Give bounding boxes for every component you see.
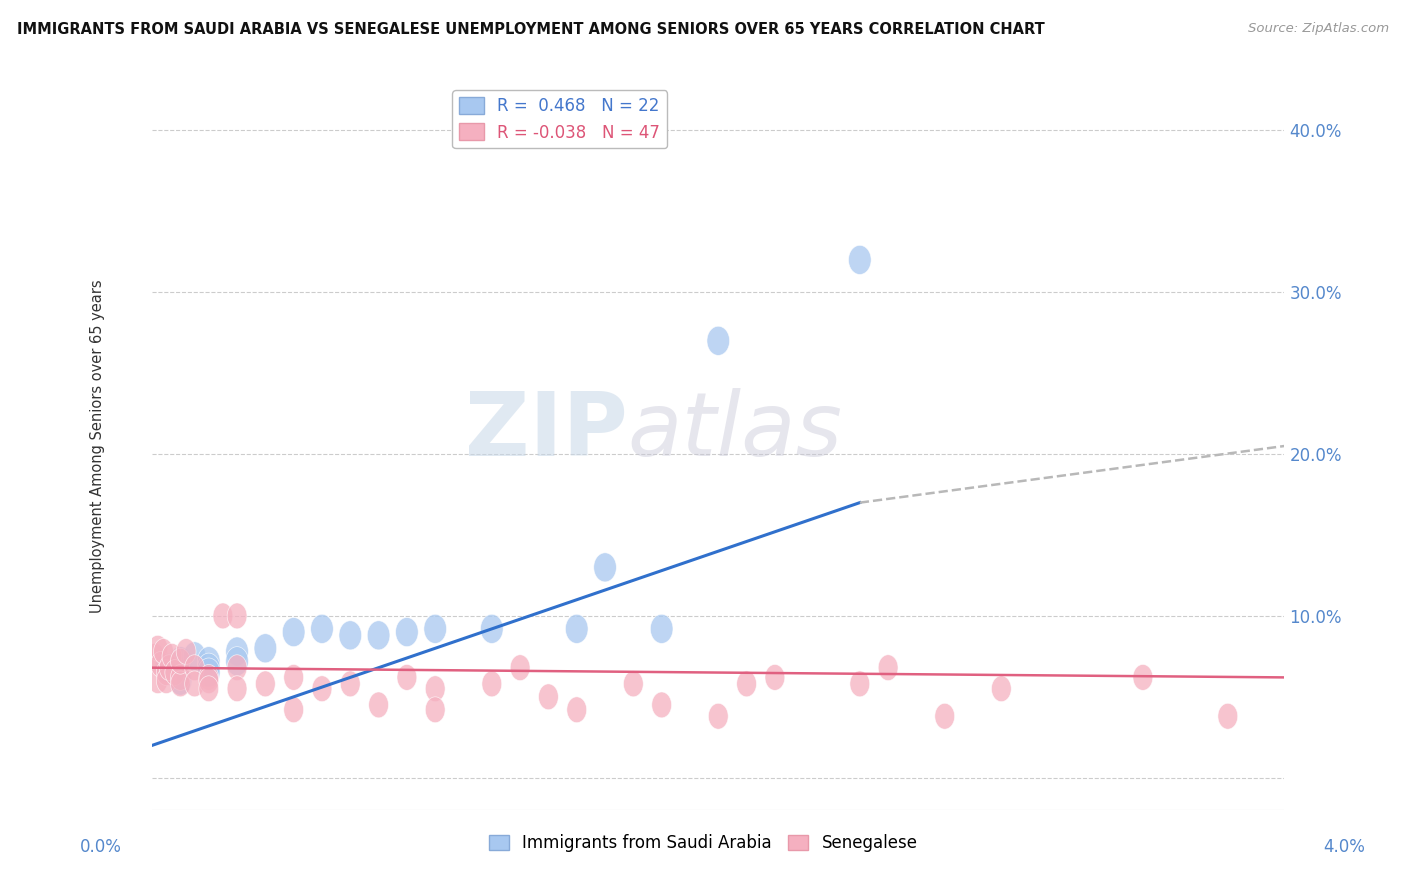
Ellipse shape — [283, 617, 305, 647]
Text: 0.0%: 0.0% — [80, 838, 122, 855]
Ellipse shape — [935, 703, 955, 729]
Ellipse shape — [311, 615, 333, 643]
Ellipse shape — [228, 603, 247, 629]
Ellipse shape — [226, 637, 249, 666]
Text: Source: ZipAtlas.com: Source: ZipAtlas.com — [1249, 22, 1389, 36]
Ellipse shape — [198, 676, 219, 702]
Ellipse shape — [482, 671, 502, 697]
Ellipse shape — [593, 553, 616, 582]
Ellipse shape — [176, 639, 195, 665]
Ellipse shape — [169, 666, 191, 695]
Ellipse shape — [169, 647, 191, 676]
Ellipse shape — [197, 653, 221, 682]
Legend: R =  0.468   N = 22, R = -0.038   N = 47: R = 0.468 N = 22, R = -0.038 N = 47 — [453, 90, 666, 148]
Ellipse shape — [156, 668, 176, 694]
Ellipse shape — [198, 668, 219, 694]
Ellipse shape — [165, 659, 184, 685]
Text: atlas: atlas — [627, 388, 842, 475]
Ellipse shape — [183, 642, 205, 671]
Ellipse shape — [652, 692, 672, 718]
Ellipse shape — [651, 615, 673, 643]
Ellipse shape — [367, 621, 389, 650]
Ellipse shape — [148, 668, 167, 694]
Ellipse shape — [170, 648, 190, 674]
Ellipse shape — [312, 676, 332, 702]
Ellipse shape — [737, 671, 756, 697]
Text: ZIP: ZIP — [465, 388, 627, 475]
Ellipse shape — [510, 655, 530, 681]
Ellipse shape — [707, 326, 730, 355]
Ellipse shape — [156, 659, 176, 685]
Ellipse shape — [184, 671, 204, 697]
Ellipse shape — [284, 665, 304, 690]
Ellipse shape — [212, 603, 233, 629]
Ellipse shape — [709, 703, 728, 729]
Ellipse shape — [153, 639, 173, 665]
Ellipse shape — [848, 245, 872, 275]
Ellipse shape — [623, 671, 644, 697]
Ellipse shape — [228, 655, 247, 681]
Ellipse shape — [849, 671, 870, 697]
Text: Unemployment Among Seniors over 65 years: Unemployment Among Seniors over 65 years — [90, 279, 105, 613]
Ellipse shape — [339, 621, 361, 650]
Ellipse shape — [197, 647, 221, 676]
Legend: Immigrants from Saudi Arabia, Senegalese: Immigrants from Saudi Arabia, Senegalese — [482, 828, 924, 859]
Ellipse shape — [284, 697, 304, 723]
Ellipse shape — [197, 658, 221, 687]
Ellipse shape — [150, 651, 170, 677]
Text: 4.0%: 4.0% — [1323, 838, 1365, 855]
Ellipse shape — [396, 665, 416, 690]
Ellipse shape — [159, 655, 179, 681]
Ellipse shape — [1218, 703, 1237, 729]
Ellipse shape — [538, 684, 558, 710]
Ellipse shape — [170, 665, 190, 690]
Ellipse shape — [228, 676, 247, 702]
Ellipse shape — [395, 617, 418, 647]
Ellipse shape — [340, 671, 360, 697]
Text: IMMIGRANTS FROM SAUDI ARABIA VS SENEGALESE UNEMPLOYMENT AMONG SENIORS OVER 65 YE: IMMIGRANTS FROM SAUDI ARABIA VS SENEGALE… — [17, 22, 1045, 37]
Ellipse shape — [879, 655, 898, 681]
Ellipse shape — [425, 697, 446, 723]
Ellipse shape — [1133, 665, 1153, 690]
Ellipse shape — [226, 647, 249, 676]
Ellipse shape — [368, 692, 388, 718]
Ellipse shape — [565, 615, 588, 643]
Ellipse shape — [991, 676, 1011, 702]
Ellipse shape — [254, 633, 277, 663]
Ellipse shape — [567, 697, 586, 723]
Ellipse shape — [148, 635, 167, 661]
Ellipse shape — [198, 665, 219, 690]
Ellipse shape — [481, 615, 503, 643]
Ellipse shape — [256, 671, 276, 697]
Ellipse shape — [155, 653, 177, 682]
Ellipse shape — [162, 643, 181, 669]
Ellipse shape — [184, 655, 204, 681]
Ellipse shape — [425, 676, 446, 702]
Ellipse shape — [765, 665, 785, 690]
Ellipse shape — [423, 615, 447, 643]
Ellipse shape — [145, 643, 165, 669]
Ellipse shape — [170, 671, 190, 697]
